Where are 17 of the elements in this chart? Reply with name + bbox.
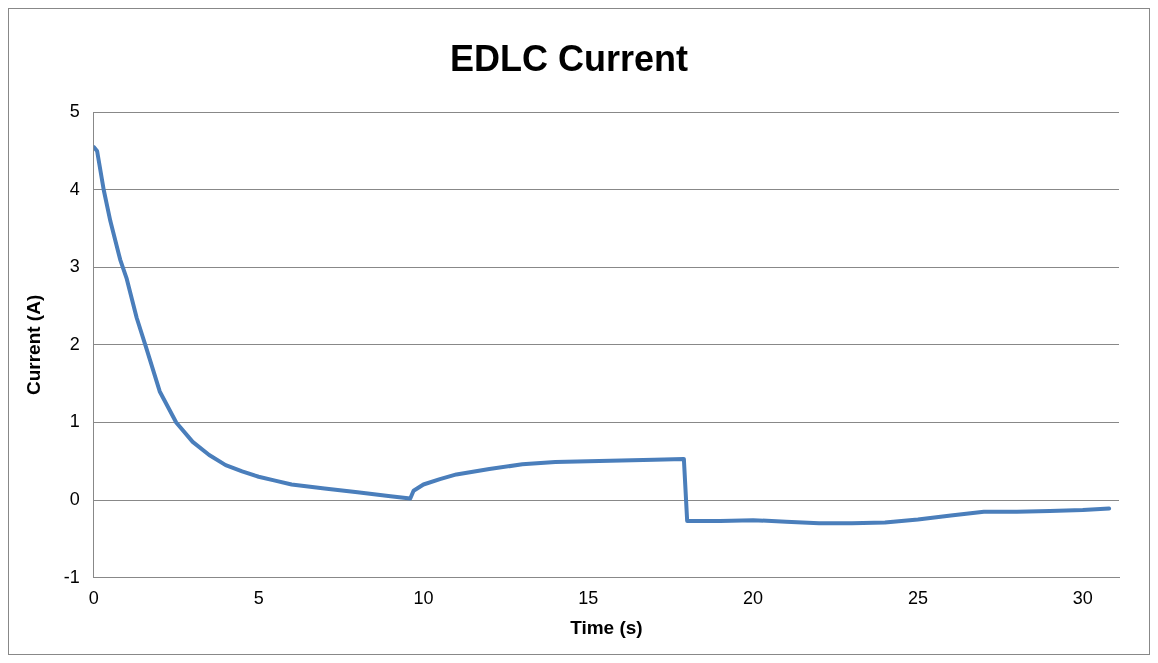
- y-tick-label: 1: [69, 411, 80, 432]
- x-tick-label: 15: [578, 588, 599, 609]
- y-axis-title: Current (A): [22, 294, 44, 396]
- x-axis-title: Time (s): [570, 616, 643, 638]
- y-tick-label: 3: [69, 256, 80, 277]
- x-tick-label: 10: [413, 588, 434, 609]
- y-tick-label: 4: [69, 178, 80, 199]
- x-tick-label: 5: [253, 588, 264, 609]
- y-tick-label: 2: [69, 333, 80, 354]
- y-tick-label: 0: [69, 489, 80, 509]
- x-tick-label: 25: [907, 588, 928, 609]
- y-tick-label: -1: [63, 566, 80, 587]
- chart-title: EDLC Current: [449, 37, 689, 79]
- x-tick-label: 0: [88, 588, 99, 609]
- x-tick-label: 30: [1072, 588, 1093, 609]
- x-tick-label: 20: [743, 588, 764, 609]
- y-tick-label: 5: [69, 101, 80, 122]
